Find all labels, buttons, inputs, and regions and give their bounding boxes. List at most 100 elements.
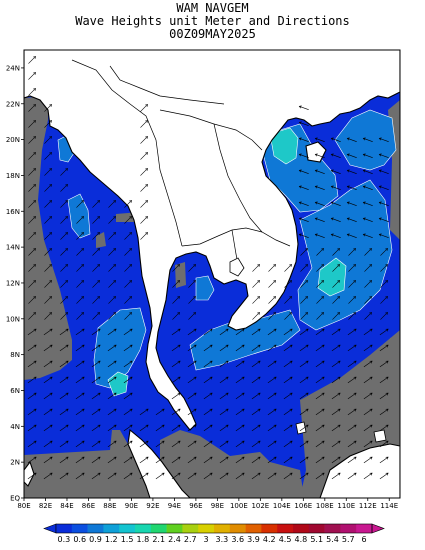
direction-arrow bbox=[346, 153, 357, 158]
direction-arrow bbox=[331, 376, 341, 384]
direction-arrow bbox=[107, 424, 117, 432]
direction-arrow bbox=[235, 440, 245, 448]
colorbar-swatch bbox=[340, 524, 357, 533]
direction-arrow bbox=[28, 248, 36, 256]
direction-arrow bbox=[59, 440, 69, 448]
direction-arrow bbox=[171, 392, 181, 400]
direction-arrow bbox=[298, 153, 309, 158]
direction-arrow bbox=[124, 312, 132, 320]
latitude-tick-label: 12N bbox=[6, 279, 20, 287]
direction-arrow bbox=[347, 392, 357, 400]
direction-arrow bbox=[298, 233, 309, 238]
direction-arrow bbox=[346, 233, 357, 238]
direction-arrow bbox=[60, 200, 68, 208]
direction-arrow bbox=[268, 296, 276, 304]
direction-arrow bbox=[267, 344, 277, 352]
direction-arrow bbox=[331, 392, 341, 400]
direction-arrow bbox=[139, 456, 149, 464]
direction-arrow bbox=[299, 360, 309, 368]
direction-arrow bbox=[44, 264, 52, 272]
direction-arrow bbox=[267, 472, 277, 480]
direction-arrow bbox=[44, 296, 52, 304]
direction-arrow bbox=[316, 280, 324, 288]
direction-arrow bbox=[315, 376, 325, 384]
longitude-tick-label: 88E bbox=[103, 502, 116, 510]
direction-arrow bbox=[267, 376, 277, 384]
direction-arrow bbox=[59, 408, 69, 416]
direction-arrow bbox=[299, 440, 309, 448]
direction-arrow bbox=[155, 456, 165, 464]
direction-arrow bbox=[75, 408, 85, 416]
direction-arrow bbox=[315, 456, 325, 464]
direction-arrow bbox=[331, 328, 341, 336]
direction-arrow bbox=[347, 456, 357, 464]
direction-arrow bbox=[252, 296, 260, 304]
latitude-axis: EQ 2N 4N 6N 8N 10N 12N 14N 16N 18N 20N 22N 24N bbox=[6, 64, 24, 503]
direction-arrow bbox=[379, 424, 389, 432]
direction-arrow bbox=[252, 312, 260, 320]
latitude-tick-label: 14N bbox=[6, 244, 20, 252]
direction-arrow bbox=[76, 216, 84, 224]
direction-arrow bbox=[171, 408, 181, 416]
direction-arrow bbox=[155, 408, 165, 416]
direction-arrow bbox=[124, 264, 132, 272]
direction-arrow bbox=[332, 264, 340, 272]
direction-arrow bbox=[379, 392, 389, 400]
direction-arrow bbox=[44, 184, 52, 192]
direction-arrow bbox=[92, 200, 100, 208]
colorbar-low-arrow bbox=[43, 523, 57, 534]
direction-arrow bbox=[172, 280, 180, 288]
latitude-tick-label: 2N bbox=[10, 459, 20, 467]
direction-arrow bbox=[330, 153, 341, 158]
direction-arrow bbox=[91, 328, 101, 336]
direction-arrow bbox=[108, 312, 116, 320]
direction-arrow bbox=[91, 376, 101, 384]
direction-arrow bbox=[28, 152, 36, 160]
sri-lanka bbox=[24, 460, 35, 487]
direction-arrow bbox=[44, 280, 52, 288]
direction-arrow bbox=[28, 232, 36, 240]
direction-arrow bbox=[203, 328, 213, 336]
direction-arrow bbox=[284, 264, 292, 272]
direction-arrow bbox=[59, 344, 69, 352]
direction-arrow bbox=[140, 152, 148, 160]
direction-arrow bbox=[27, 360, 37, 368]
direction-arrow bbox=[203, 376, 213, 384]
direction-arrow bbox=[60, 232, 68, 240]
title-variable: Wave Heights unit Meter and Directions bbox=[75, 14, 350, 28]
direction-arrow bbox=[298, 105, 309, 110]
direction-arrow bbox=[316, 248, 324, 256]
direction-arrow bbox=[188, 264, 196, 272]
longitude-tick-label: 104E bbox=[273, 502, 291, 510]
direction-arrow bbox=[314, 169, 325, 174]
colorbar-swatch bbox=[119, 524, 136, 533]
direction-arrow bbox=[43, 328, 53, 336]
direction-arrow bbox=[60, 168, 68, 176]
colorbar-swatch bbox=[71, 524, 88, 533]
colorbar-label: 3.3 bbox=[216, 535, 229, 544]
direction-arrow bbox=[91, 424, 101, 432]
direction-arrow bbox=[300, 312, 308, 320]
direction-arrow bbox=[171, 424, 181, 432]
direction-arrow bbox=[315, 408, 325, 416]
direction-arrow bbox=[59, 472, 69, 480]
direction-arrow bbox=[315, 328, 325, 336]
direction-arrow bbox=[364, 280, 372, 288]
direction-arrow bbox=[187, 424, 197, 432]
title-block: WAM NAVGEM Wave Heights unit Meter and D… bbox=[0, 2, 425, 41]
direction-arrow bbox=[107, 440, 117, 448]
direction-arrow bbox=[362, 185, 373, 190]
direction-arrow bbox=[107, 360, 117, 368]
direction-arrow bbox=[219, 344, 229, 352]
direction-arrow bbox=[171, 376, 181, 384]
direction-arrow bbox=[299, 408, 309, 416]
colorbar-swatch bbox=[245, 524, 262, 533]
longitude-axis: 80E 82E 84E 86E 88E 90E 92E 94E 96E 98E 100E 102E 10… bbox=[17, 498, 398, 510]
colorbar-swatch bbox=[198, 524, 215, 533]
direction-arrow bbox=[172, 264, 180, 272]
direction-arrow bbox=[124, 216, 132, 224]
direction-arrow bbox=[76, 264, 84, 272]
direction-arrow bbox=[299, 376, 309, 384]
direction-arrow bbox=[28, 184, 36, 192]
direction-arrow bbox=[124, 232, 132, 240]
